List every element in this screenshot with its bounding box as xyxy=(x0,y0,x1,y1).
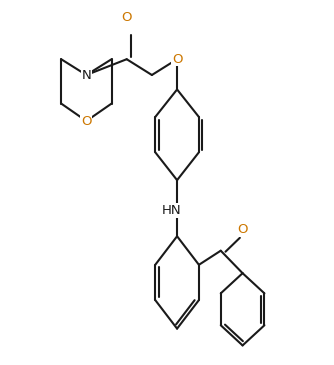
Text: N: N xyxy=(81,69,91,81)
Text: O: O xyxy=(237,223,248,236)
Text: HN: HN xyxy=(161,204,181,217)
Text: O: O xyxy=(172,53,182,66)
Text: O: O xyxy=(81,115,92,127)
Text: O: O xyxy=(122,11,132,24)
